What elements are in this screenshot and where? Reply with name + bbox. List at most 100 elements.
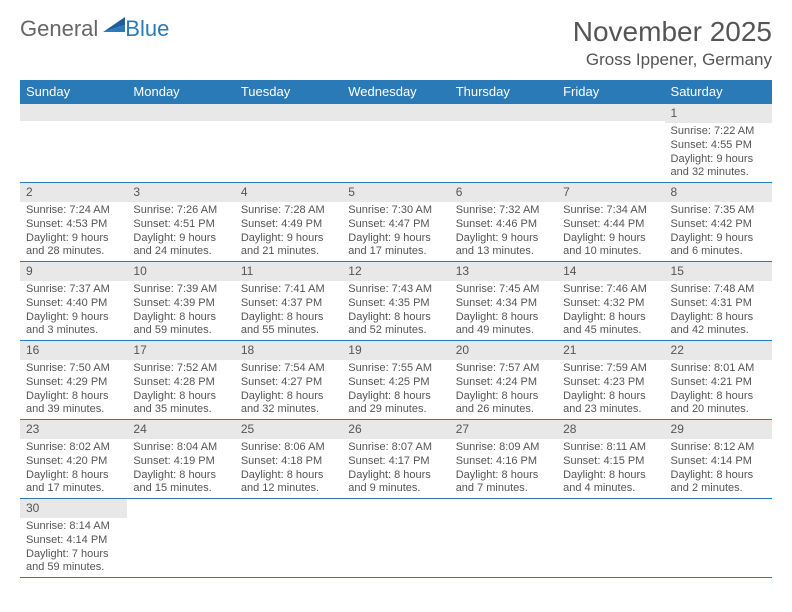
day-detail-line: and 55 minutes.	[241, 324, 336, 338]
day-detail-line: Sunset: 4:55 PM	[671, 139, 766, 153]
day-number: 3	[127, 183, 234, 202]
day-number: 21	[557, 341, 664, 360]
day-detail-line: and 3 minutes.	[26, 324, 121, 338]
day-detail-line: and 39 minutes.	[26, 403, 121, 417]
day-detail-line: Sunset: 4:44 PM	[563, 218, 658, 232]
day-detail-line: and 29 minutes.	[348, 403, 443, 417]
day-detail-line: Sunset: 4:40 PM	[26, 297, 121, 311]
day-details: Sunrise: 7:48 AMSunset: 4:31 PMDaylight:…	[665, 281, 772, 340]
calendar-day-cell	[235, 104, 342, 183]
calendar-day-cell	[450, 104, 557, 183]
day-details: Sunrise: 7:22 AMSunset: 4:55 PMDaylight:…	[665, 123, 772, 182]
day-details: Sunrise: 8:01 AMSunset: 4:21 PMDaylight:…	[665, 360, 772, 419]
day-details: Sunrise: 7:34 AMSunset: 4:44 PMDaylight:…	[557, 202, 664, 261]
day-header: Thursday	[450, 80, 557, 104]
day-detail-line: Sunrise: 8:12 AM	[671, 441, 766, 455]
day-number: 8	[665, 183, 772, 202]
day-detail-line: Sunrise: 7:30 AM	[348, 204, 443, 218]
day-detail-line: Sunset: 4:20 PM	[26, 455, 121, 469]
calendar-day-cell	[557, 104, 664, 183]
day-header: Tuesday	[235, 80, 342, 104]
calendar-day-cell: 14Sunrise: 7:46 AMSunset: 4:32 PMDayligh…	[557, 262, 664, 341]
location-label: Gross Ippener, Germany	[573, 50, 772, 70]
day-detail-line: Sunset: 4:28 PM	[133, 376, 228, 390]
calendar-day-cell	[557, 499, 664, 578]
calendar-week-row: 9Sunrise: 7:37 AMSunset: 4:40 PMDaylight…	[20, 262, 772, 341]
day-detail-line: and 35 minutes.	[133, 403, 228, 417]
calendar-day-cell	[450, 499, 557, 578]
day-detail-line: Daylight: 9 hours	[671, 232, 766, 246]
day-detail-line: Daylight: 8 hours	[133, 390, 228, 404]
day-number: 24	[127, 420, 234, 439]
day-detail-line: Sunrise: 7:59 AM	[563, 362, 658, 376]
day-number: 26	[342, 420, 449, 439]
day-detail-line: Daylight: 8 hours	[456, 311, 551, 325]
day-detail-line: Sunrise: 7:55 AM	[348, 362, 443, 376]
day-detail-line: Daylight: 8 hours	[563, 311, 658, 325]
day-details: Sunrise: 8:09 AMSunset: 4:16 PMDaylight:…	[450, 439, 557, 498]
day-number: 22	[665, 341, 772, 360]
calendar-day-cell: 27Sunrise: 8:09 AMSunset: 4:16 PMDayligh…	[450, 420, 557, 499]
day-detail-line: and 10 minutes.	[563, 245, 658, 259]
day-details: Sunrise: 8:06 AMSunset: 4:18 PMDaylight:…	[235, 439, 342, 498]
day-detail-line: Daylight: 8 hours	[456, 469, 551, 483]
calendar-week-row: 2Sunrise: 7:24 AMSunset: 4:53 PMDaylight…	[20, 183, 772, 262]
day-detail-line: Daylight: 9 hours	[241, 232, 336, 246]
day-detail-line: Sunset: 4:14 PM	[26, 534, 121, 548]
day-detail-line: Daylight: 8 hours	[348, 469, 443, 483]
calendar-day-cell: 8Sunrise: 7:35 AMSunset: 4:42 PMDaylight…	[665, 183, 772, 262]
day-detail-line: Sunset: 4:31 PM	[671, 297, 766, 311]
calendar-week-row: 23Sunrise: 8:02 AMSunset: 4:20 PMDayligh…	[20, 420, 772, 499]
calendar-day-cell	[665, 499, 772, 578]
day-detail-line: Sunrise: 8:14 AM	[26, 520, 121, 534]
day-detail-line: Sunrise: 7:57 AM	[456, 362, 551, 376]
day-detail-line: and 28 minutes.	[26, 245, 121, 259]
day-detail-line: Sunrise: 8:09 AM	[456, 441, 551, 455]
day-detail-line: and 17 minutes.	[348, 245, 443, 259]
day-details: Sunrise: 8:02 AMSunset: 4:20 PMDaylight:…	[20, 439, 127, 498]
day-number: 9	[20, 262, 127, 281]
logo-text-general: General	[20, 16, 98, 42]
day-detail-line: Sunset: 4:18 PM	[241, 455, 336, 469]
day-detail-line: Daylight: 8 hours	[26, 469, 121, 483]
calendar-day-cell: 24Sunrise: 8:04 AMSunset: 4:19 PMDayligh…	[127, 420, 234, 499]
calendar-day-cell: 17Sunrise: 7:52 AMSunset: 4:28 PMDayligh…	[127, 341, 234, 420]
calendar-day-cell: 22Sunrise: 8:01 AMSunset: 4:21 PMDayligh…	[665, 341, 772, 420]
day-detail-line: Sunrise: 7:35 AM	[671, 204, 766, 218]
day-detail-line: Sunset: 4:32 PM	[563, 297, 658, 311]
day-detail-line: Daylight: 8 hours	[241, 311, 336, 325]
day-detail-line: and 13 minutes.	[456, 245, 551, 259]
day-detail-line: Sunset: 4:21 PM	[671, 376, 766, 390]
calendar-week-row: 30Sunrise: 8:14 AMSunset: 4:14 PMDayligh…	[20, 499, 772, 578]
day-header: Saturday	[665, 80, 772, 104]
day-details: Sunrise: 7:30 AMSunset: 4:47 PMDaylight:…	[342, 202, 449, 261]
day-detail-line: Daylight: 8 hours	[133, 469, 228, 483]
day-details: Sunrise: 7:35 AMSunset: 4:42 PMDaylight:…	[665, 202, 772, 261]
day-detail-line: Daylight: 9 hours	[348, 232, 443, 246]
calendar-day-cell: 15Sunrise: 7:48 AMSunset: 4:31 PMDayligh…	[665, 262, 772, 341]
logo-flag-icon	[103, 16, 125, 37]
day-details: Sunrise: 8:11 AMSunset: 4:15 PMDaylight:…	[557, 439, 664, 498]
calendar-day-cell: 30Sunrise: 8:14 AMSunset: 4:14 PMDayligh…	[20, 499, 127, 578]
day-detail-line: and 21 minutes.	[241, 245, 336, 259]
day-detail-line: Sunset: 4:14 PM	[671, 455, 766, 469]
day-detail-line: Sunrise: 8:04 AM	[133, 441, 228, 455]
day-detail-line: and 52 minutes.	[348, 324, 443, 338]
day-detail-line: Sunset: 4:24 PM	[456, 376, 551, 390]
day-detail-line: Sunset: 4:34 PM	[456, 297, 551, 311]
day-number: 7	[557, 183, 664, 202]
day-details: Sunrise: 7:37 AMSunset: 4:40 PMDaylight:…	[20, 281, 127, 340]
day-detail-line: Sunrise: 7:48 AM	[671, 283, 766, 297]
day-detail-line: Sunrise: 7:34 AM	[563, 204, 658, 218]
day-details: Sunrise: 8:07 AMSunset: 4:17 PMDaylight:…	[342, 439, 449, 498]
day-detail-line: Sunrise: 7:26 AM	[133, 204, 228, 218]
calendar-day-cell: 10Sunrise: 7:39 AMSunset: 4:39 PMDayligh…	[127, 262, 234, 341]
day-detail-line: and 32 minutes.	[241, 403, 336, 417]
day-detail-line: Sunset: 4:23 PM	[563, 376, 658, 390]
day-number: 18	[235, 341, 342, 360]
day-number: 16	[20, 341, 127, 360]
calendar-day-cell: 13Sunrise: 7:45 AMSunset: 4:34 PMDayligh…	[450, 262, 557, 341]
day-detail-line: and 59 minutes.	[26, 561, 121, 575]
calendar-day-cell: 19Sunrise: 7:55 AMSunset: 4:25 PMDayligh…	[342, 341, 449, 420]
day-detail-line: and 17 minutes.	[26, 482, 121, 496]
